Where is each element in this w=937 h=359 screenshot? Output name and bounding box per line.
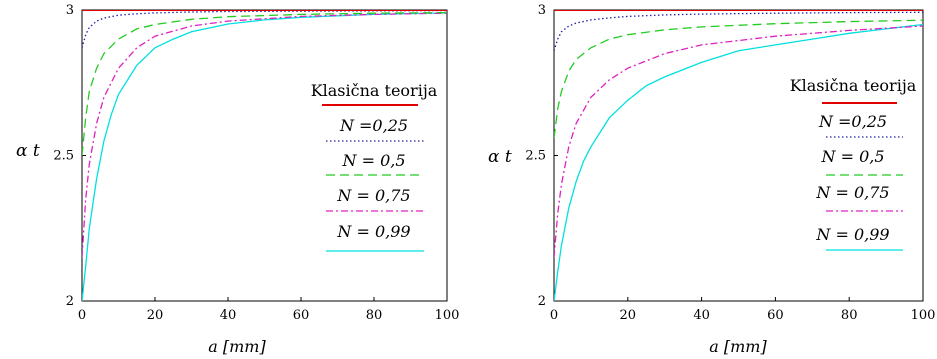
y-tick-label: 2 xyxy=(538,294,546,309)
y-tick-label: 3 xyxy=(538,3,546,18)
legend-label: N = 0,99 xyxy=(336,222,410,241)
series-line-3 xyxy=(82,12,447,258)
legend: Klasična teorija N =0,25 N = 0,5 N = 0,75 N … xyxy=(311,81,438,252)
chart-panel-2: 0 20 40 60 80 100 2 2.5 3 a [mm] α t Klasična teori… xyxy=(488,3,935,356)
series-group xyxy=(554,10,923,301)
x-tick-label: 60 xyxy=(767,308,784,323)
x-axis-label: a [mm] xyxy=(208,337,266,356)
y-tick-label: 2.5 xyxy=(525,149,546,164)
legend-label: Klasična teorija xyxy=(790,76,917,95)
x-axis-label: a [mm] xyxy=(709,337,767,356)
y-axis-label: α t xyxy=(488,147,512,167)
y-tick-label: 2 xyxy=(66,294,74,309)
x-tick-label: 100 xyxy=(435,308,460,323)
series-line-4 xyxy=(554,23,923,301)
y-tick-label: 3 xyxy=(66,3,74,18)
x-tick-label: 40 xyxy=(693,308,710,323)
legend-label: N = 0,75 xyxy=(815,183,889,202)
y-tick-label: 2.5 xyxy=(53,149,74,164)
x-tick-label: 40 xyxy=(220,308,237,323)
x-tick-label: 0 xyxy=(550,308,558,323)
legend-label: N = 0,75 xyxy=(336,186,410,205)
legend-label: Klasična teorija xyxy=(311,81,438,100)
legend-label: N =0,25 xyxy=(339,116,408,135)
legend-label: N = 0,5 xyxy=(820,147,884,166)
legend-label: N = 0,99 xyxy=(815,225,889,244)
x-tick-label: 20 xyxy=(147,308,164,323)
x-tick-label: 80 xyxy=(841,308,858,323)
legend-label: N = 0,5 xyxy=(341,151,405,170)
x-tick-label: 60 xyxy=(293,308,310,323)
x-tick-label: 20 xyxy=(620,308,637,323)
x-tick-label: 80 xyxy=(366,308,383,323)
x-tick-label: 100 xyxy=(911,308,936,323)
series-line-1 xyxy=(82,10,447,48)
series-line-2 xyxy=(82,11,447,156)
series-line-2 xyxy=(554,19,923,139)
y-axis-label: α t xyxy=(16,141,40,161)
legend-label: N =0,25 xyxy=(818,112,887,131)
series-group xyxy=(82,10,447,301)
series-line-3 xyxy=(554,25,923,258)
chart-panel-1: 0 20 40 60 80 100 2 2.5 3 a [mm] α t Klasična teori… xyxy=(16,3,459,356)
series-line-4 xyxy=(82,12,447,301)
legend: Klasična teorija N =0,25 N = 0,5 N = 0,75 N … xyxy=(790,76,917,251)
series-line-1 xyxy=(554,11,923,51)
x-tick-label: 0 xyxy=(78,308,86,323)
